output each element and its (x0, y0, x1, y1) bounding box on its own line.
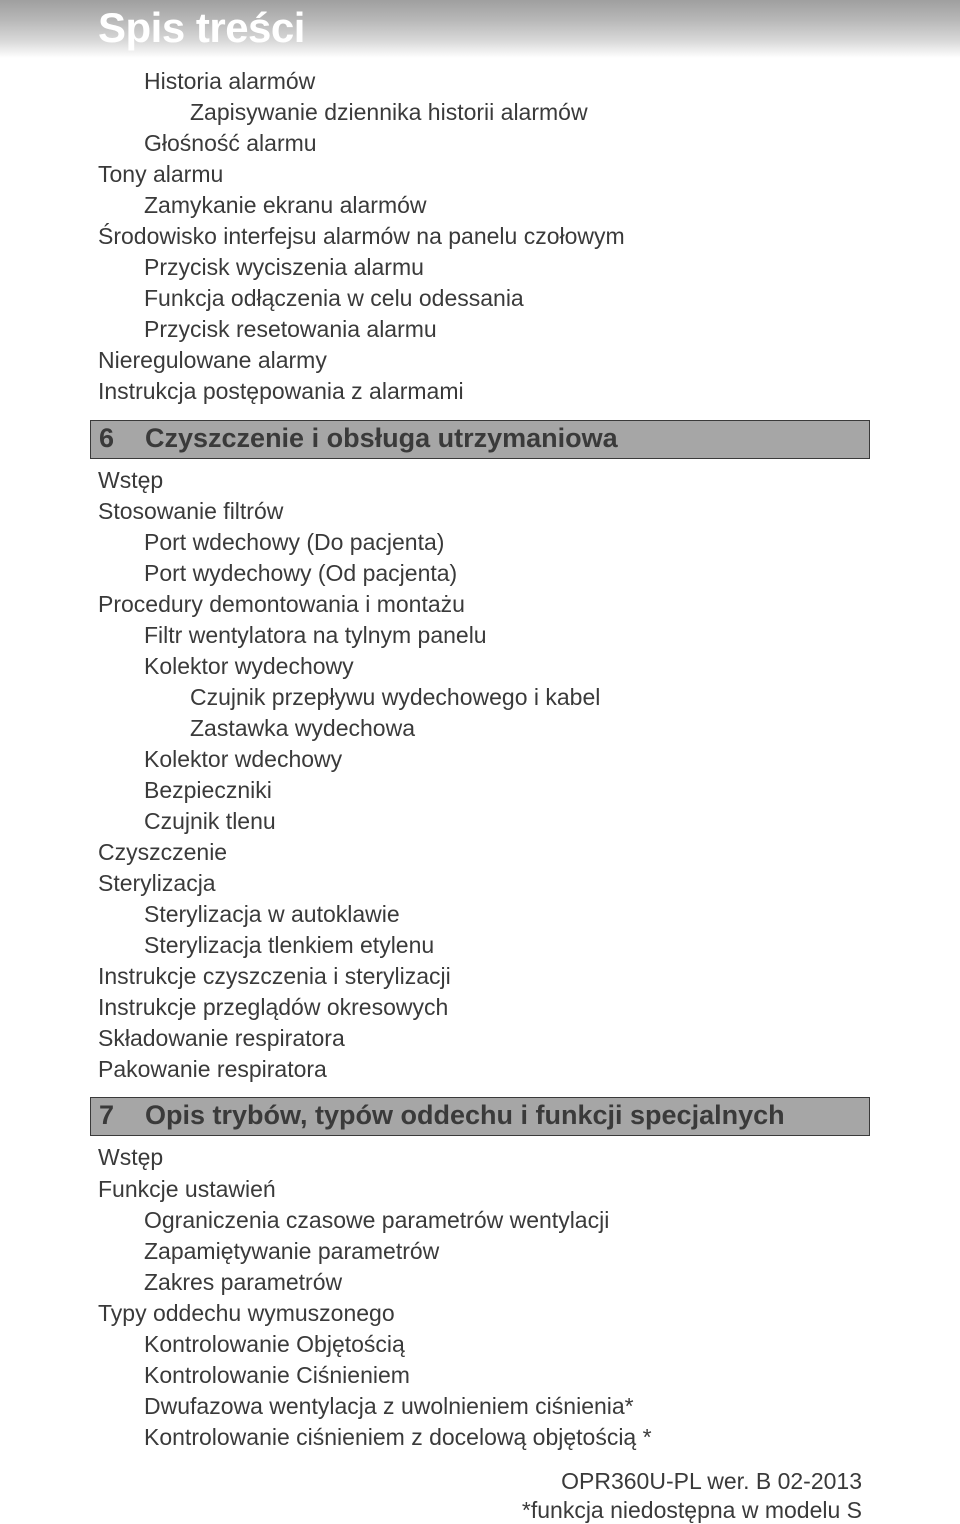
toc-entry: Instrukcje przeglądów okresowych (98, 992, 862, 1023)
section-title: Czyszczenie i obsługa utrzymaniowa (145, 423, 618, 454)
toc-entry: Składowanie respiratora (98, 1023, 862, 1054)
toc-entry: Głośność alarmu (98, 128, 862, 159)
toc-entry: Nieregulowane alarmy (98, 345, 862, 376)
toc-entry: Procedury demontowania i montażu (98, 589, 862, 620)
toc-entry: Sterylizacja tlenkiem etylenu (98, 930, 862, 961)
toc-entry: Kontrolowanie Ciśnieniem (98, 1360, 862, 1391)
section-header-6: 6 Czyszczenie i obsługa utrzymaniowa (90, 420, 870, 459)
toc-entry: Sterylizacja (98, 868, 862, 899)
toc-entry: Kontrolowanie ciśnieniem z docelową obję… (98, 1422, 862, 1453)
section-number: 7 (99, 1100, 145, 1131)
toc-entry: Kolektor wydechowy (98, 651, 862, 682)
toc-entry: Zapamiętywanie parametrów (98, 1236, 862, 1267)
toc-entry: Zapisywanie dziennika historii alarmów (98, 97, 862, 128)
toc-entry: Wstęp (98, 1142, 862, 1173)
toc-entry: Zastawka wydechowa (98, 713, 862, 744)
toc-entry: Zamykanie ekranu alarmów (98, 190, 862, 221)
toc-entry: Instrukcje czyszczenia i sterylizacji (98, 961, 862, 992)
toc-entry: Stosowanie filtrów (98, 496, 862, 527)
section-number: 6 (99, 423, 145, 454)
toc-entry: Kontrolowanie Objętością (98, 1329, 862, 1360)
page-title: Spis treści (98, 4, 960, 52)
toc-entry: Zakres parametrów (98, 1267, 862, 1298)
toc-entry: Czyszczenie (98, 837, 862, 868)
section-title: Opis trybów, typów oddechu i funkcji spe… (145, 1100, 785, 1131)
toc-entry: Bezpieczniki (98, 775, 862, 806)
toc-entry: Ograniczenia czasowe parametrów wentylac… (98, 1205, 862, 1236)
toc-entry: Dwufazowa wentylacja z uwolnieniem ciśni… (98, 1391, 862, 1422)
toc-entry: Czujnik przepływu wydechowego i kabel (98, 682, 862, 713)
toc-entry: Port wydechowy (Od pacjenta) (98, 558, 862, 589)
toc-entry: Instrukcja postępowania z alarmami (98, 376, 862, 407)
toc-entry: Kolektor wdechowy (98, 744, 862, 775)
toc-entry: Przycisk wyciszenia alarmu (98, 252, 862, 283)
toc-entry: Pakowanie respiratora (98, 1054, 862, 1085)
toc-entry: Wstęp (98, 465, 862, 496)
toc-entry: Filtr wentylatora na tylnym panelu (98, 620, 862, 651)
toc-entry: Funkcje ustawień (98, 1174, 862, 1205)
toc-block-a: Historia alarmówZapisywanie dziennika hi… (98, 66, 862, 408)
toc-entry: Port wdechowy (Do pacjenta) (98, 527, 862, 558)
toc-entry: Historia alarmów (98, 66, 862, 97)
toc-entry: Czujnik tlenu (98, 806, 862, 837)
toc-entry: Przycisk resetowania alarmu (98, 314, 862, 345)
toc-entry: Tony alarmu (98, 159, 862, 190)
toc-entry: Funkcja odłączenia w celu odessania (98, 283, 862, 314)
toc-block-b: WstępStosowanie filtrówPort wdechowy (Do… (98, 465, 862, 1086)
footer-docid: OPR360U-PL wer. B 02-2013 (561, 1468, 862, 1495)
toc-entry: Typy oddechu wymuszonego (98, 1298, 862, 1329)
toc-block-c: WstępFunkcje ustawieńOgraniczenia czasow… (98, 1142, 862, 1452)
toc-main: Historia alarmówZapisywanie dziennika hi… (0, 58, 960, 1524)
footnote: *funkcja niedostępna w modelu S (98, 1497, 862, 1524)
toc-entry: Środowisko interfejsu alarmów na panelu … (98, 221, 862, 252)
page-title-bar: Spis treści (0, 0, 960, 58)
toc-entry: Sterylizacja w autoklawie (98, 899, 862, 930)
section-header-7: 7 Opis trybów, typów oddechu i funkcji s… (90, 1097, 870, 1136)
